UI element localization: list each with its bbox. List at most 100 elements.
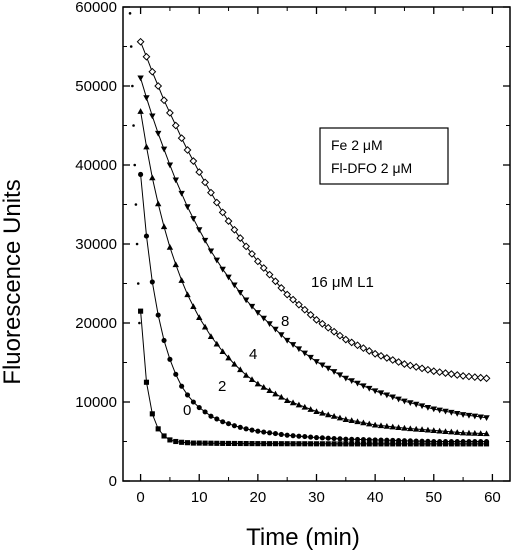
data-point-square — [272, 441, 279, 447]
data-point-triangle-down — [313, 359, 320, 365]
curve-label-0: 0 — [183, 402, 191, 419]
data-point-triangle-up — [454, 429, 461, 435]
data-point-circle — [448, 438, 454, 445]
data-point-square — [237, 440, 243, 447]
data-point-triangle-down — [283, 337, 291, 344]
data-point-triangle-down — [260, 315, 267, 322]
pre-addition-point — [133, 163, 137, 167]
data-point-circle — [396, 437, 402, 444]
data-point-diamond — [236, 234, 245, 242]
data-point-circle — [343, 436, 349, 442]
data-point-triangle-down — [342, 375, 350, 382]
x-tick-label: 50 — [425, 489, 442, 506]
data-point-square — [343, 441, 349, 447]
data-point-triangle-down — [190, 216, 197, 222]
data-point-circle — [272, 431, 279, 437]
data-point-circle — [302, 434, 308, 440]
data-point-circle — [313, 434, 320, 441]
data-point-diamond — [382, 354, 391, 362]
data-point-diamond — [418, 364, 426, 373]
data-point-circle — [237, 424, 243, 430]
series-line — [140, 41, 487, 379]
data-point-triangle-up — [260, 383, 267, 390]
data-point-diamond — [482, 374, 491, 383]
data-point-triangle-down — [389, 394, 396, 401]
data-point-triangle-down — [201, 237, 209, 244]
data-point-circle — [331, 435, 337, 442]
data-point-triangle-down — [237, 290, 244, 296]
data-point-circle — [360, 437, 366, 443]
data-point-triangle-up — [471, 430, 479, 436]
data-point-triangle-down — [307, 354, 314, 361]
data-point-diamond — [195, 168, 204, 177]
data-point-triangle-up — [401, 424, 408, 431]
data-point-circle — [437, 438, 443, 445]
data-point-square — [296, 441, 302, 447]
data-point-triangle-up — [418, 426, 426, 433]
data-point-triangle-down — [289, 342, 297, 348]
data-point-diamond — [207, 188, 215, 197]
data-point-diamond — [300, 305, 309, 314]
data-point-triangle-down — [430, 406, 437, 413]
data-point-triangle-up — [330, 413, 338, 419]
data-point-triangle-down — [383, 392, 391, 399]
data-point-square — [149, 411, 155, 417]
data-point-triangle-up — [313, 408, 320, 415]
data-point-triangle-down — [436, 407, 443, 414]
data-point-circle — [419, 438, 425, 444]
data-point-circle — [214, 416, 220, 422]
data-point-diamond — [429, 367, 438, 376]
data-point-triangle-up — [143, 143, 150, 150]
data-point-triangle-down — [454, 410, 461, 417]
data-point-triangle-down — [330, 369, 338, 375]
data-point-diamond — [347, 338, 356, 347]
data-point-diamond — [230, 225, 239, 234]
data-point-circle — [208, 413, 214, 419]
data-point-triangle-up — [266, 387, 273, 394]
data-point-triangle-down — [448, 409, 455, 416]
data-point-square — [267, 441, 273, 447]
data-point-triangle-up — [190, 303, 197, 309]
data-point-triangle-down — [301, 350, 308, 357]
data-point-triangle-up — [377, 422, 385, 429]
data-point-circle — [308, 434, 314, 440]
series-4 — [136, 37, 491, 383]
data-point-diamond — [365, 347, 374, 355]
series-1 — [138, 171, 490, 445]
data-point-triangle-down — [278, 332, 285, 339]
data-point-triangle-up — [248, 376, 256, 383]
data-point-triangle-down — [418, 403, 426, 410]
data-point-triangle-down — [196, 227, 203, 233]
data-point-triangle-down — [348, 378, 355, 385]
data-point-circle — [267, 430, 273, 436]
data-point-circle — [401, 438, 408, 444]
data-point-circle — [202, 409, 208, 415]
data-point-diamond — [388, 356, 397, 364]
y-tick-label: 20000 — [75, 315, 117, 332]
data-point-triangle-up — [483, 430, 490, 437]
data-point-triangle-up — [407, 425, 414, 432]
data-point-square — [173, 438, 179, 445]
data-point-circle — [372, 437, 378, 443]
data-point-circle — [325, 435, 331, 441]
data-point-diamond — [353, 341, 362, 350]
data-point-triangle-up — [178, 277, 185, 283]
data-point-square — [220, 440, 226, 446]
x-tick-label: 60 — [484, 489, 501, 506]
data-point-triangle-up — [149, 174, 156, 181]
pre-addition-point — [138, 321, 141, 325]
data-point-circle — [231, 423, 237, 429]
data-point-triangle-up — [154, 200, 162, 207]
data-point-triangle-up — [459, 429, 467, 436]
data-point-square — [214, 440, 220, 446]
data-point-square — [378, 441, 384, 447]
data-point-triangle-down — [401, 398, 408, 405]
data-point-triangle-up — [201, 323, 209, 330]
x-tick-label: 10 — [191, 489, 208, 506]
data-point-triangle-up — [395, 424, 402, 430]
data-point-circle — [378, 437, 384, 443]
data-point-diamond — [318, 319, 327, 328]
data-point-circle — [413, 438, 419, 444]
curve-label-2: 4 — [249, 346, 257, 363]
data-point-diamond — [359, 344, 368, 353]
